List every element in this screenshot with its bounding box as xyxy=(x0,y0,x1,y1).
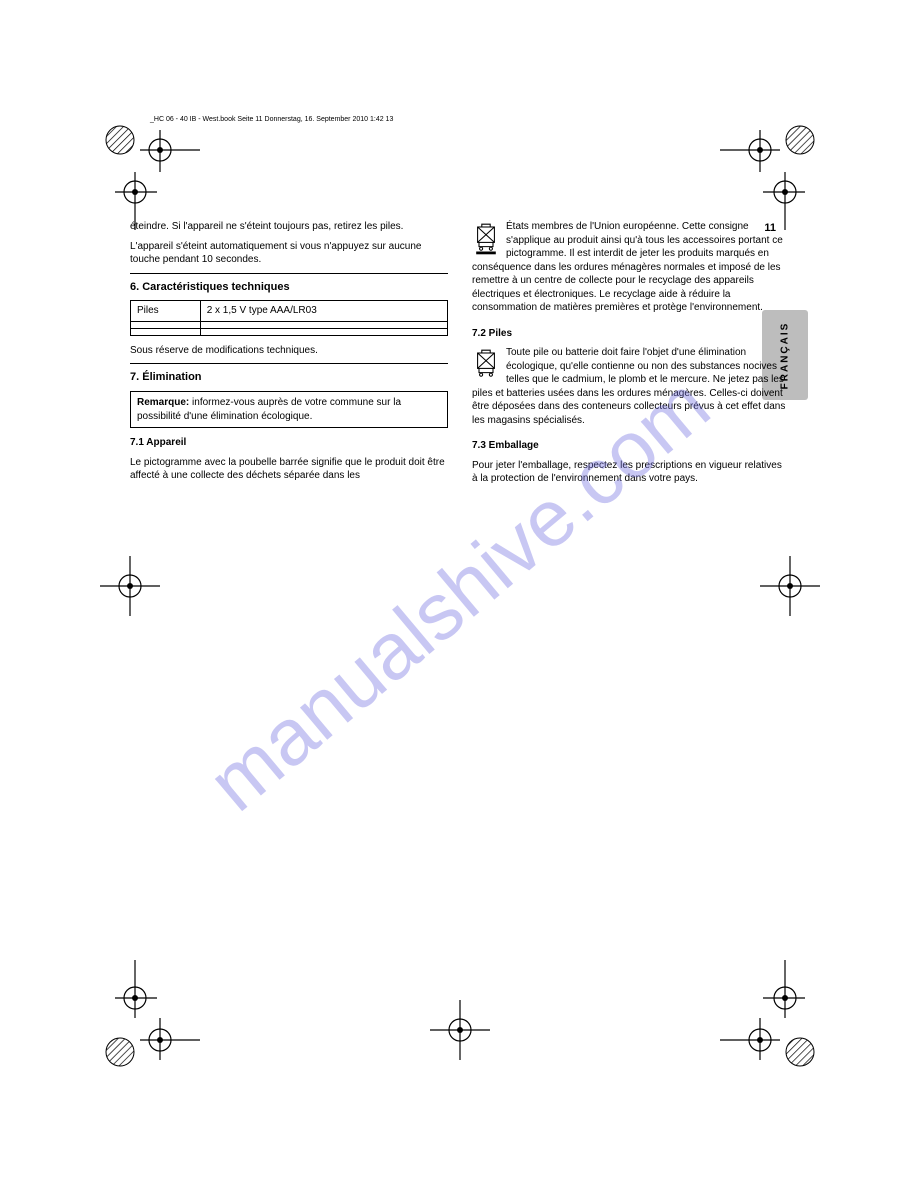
crop-mark-left-mid xyxy=(90,546,170,626)
sub-packaging: 7.3 Emballage xyxy=(472,439,790,453)
spec-r2c2 xyxy=(200,321,447,328)
right-p3: Pour jeter l'emballage, respectez les pr… xyxy=(472,459,790,486)
weee-icon xyxy=(472,220,500,255)
hint-label: Remarque: xyxy=(137,397,189,408)
print-header: _HC 06 - 40 IB - West.book Seite 11 Donn… xyxy=(150,116,393,123)
left-p1: éteindre. Si l'appareil ne s'éteint touj… xyxy=(130,220,448,234)
right-column: États membres de l'Union européenne. Cet… xyxy=(472,220,790,492)
crop-mark-top-right xyxy=(710,110,830,230)
spec-r1c2: 2 x 1,5 V type AAA/LR03 xyxy=(200,301,447,322)
crop-mark-top-left xyxy=(90,110,210,230)
left-column: éteindre. Si l'appareil ne s'éteint touj… xyxy=(130,220,448,492)
left-p4: Le pictogramme avec la poubelle barrée s… xyxy=(130,456,448,483)
crop-mark-right-mid xyxy=(750,546,830,626)
right-p1: États membres de l'Union européenne. Cet… xyxy=(472,220,790,315)
spec-r2c1 xyxy=(131,321,201,328)
tech-spec-title: 6. Caractéristiques techniques xyxy=(130,280,448,295)
crop-mark-bottom-mid xyxy=(420,990,500,1070)
hint-box: Remarque: informez-vous auprès de votre … xyxy=(130,391,448,428)
disposal-title: 7. Élimination xyxy=(130,370,448,385)
sub-batteries: 7.2 Piles xyxy=(472,327,790,341)
spec-table: Piles2 x 1,5 V type AAA/LR03 xyxy=(130,300,448,336)
left-p3: Sous réserve de modifications techniques… xyxy=(130,344,448,358)
battery-weee-icon xyxy=(472,346,500,381)
page-body: éteindre. Si l'appareil ne s'éteint touj… xyxy=(130,220,790,492)
spec-r1c1: Piles xyxy=(131,301,201,322)
spec-r3c2 xyxy=(200,328,447,335)
crop-mark-bottom-left xyxy=(90,960,210,1080)
right-p2: Toute pile ou batterie doit faire l'obje… xyxy=(472,346,790,427)
crop-mark-bottom-right xyxy=(710,960,830,1080)
sub-device: 7.1 Appareil xyxy=(130,436,448,450)
spec-r3c1 xyxy=(131,328,201,335)
left-p2: L'appareil s'éteint automatiquement si v… xyxy=(130,240,448,267)
